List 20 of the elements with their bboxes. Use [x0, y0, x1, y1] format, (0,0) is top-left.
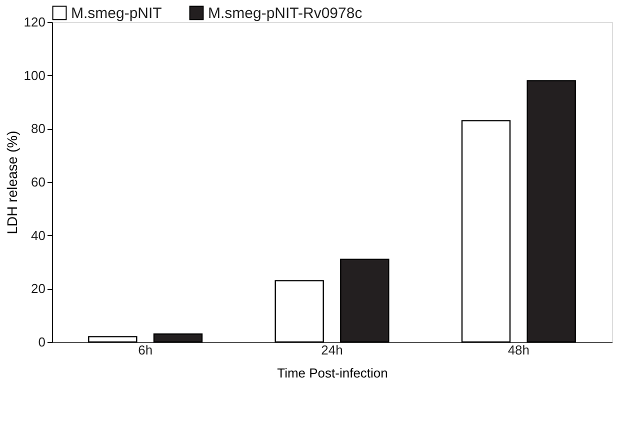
y-tick-label: 100: [24, 68, 46, 83]
bar: [340, 258, 390, 343]
y-tick-label: 60: [31, 174, 46, 190]
bar: [461, 120, 511, 343]
bar: [526, 80, 576, 343]
bar: [153, 333, 203, 343]
x-tick-label: 24h: [321, 342, 343, 358]
x-axis-title: Time Post-infection: [277, 366, 388, 380]
bar: [88, 336, 138, 343]
x-tick-label: 6h: [138, 342, 153, 358]
y-axis-title: LDH release (%): [4, 130, 20, 234]
legend-label: M.smeg-pNIT: [71, 4, 162, 22]
y-tick-label: 0: [38, 334, 46, 350]
y-tick-label: 40: [31, 228, 46, 243]
legend-label: M.smeg-pNIT-Rv0978c: [208, 4, 363, 22]
bar: [274, 280, 324, 343]
y-tick-label: 80: [31, 121, 46, 136]
x-tick-label: 48h: [508, 342, 530, 358]
y-tick-label: 120: [24, 14, 46, 30]
y-tick-label: 20: [31, 281, 46, 296]
